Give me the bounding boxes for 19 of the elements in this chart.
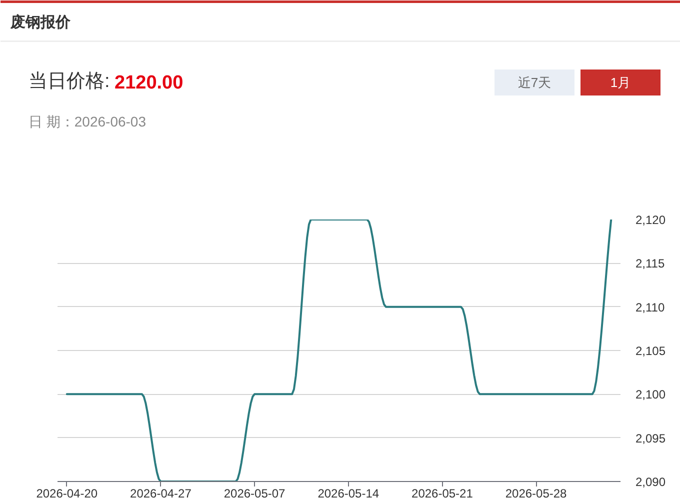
text: 2120.00	[114, 72, 184, 94]
y-tick-label: 2,090	[636, 475, 666, 489]
x-tick-label: 2026-05-28	[505, 486, 568, 500]
y-tick-label: 2,110	[636, 300, 665, 314]
text: 1月	[610, 75, 631, 90]
y-tick-label: 2,120	[636, 213, 666, 227]
text: 当日价格:	[28, 71, 110, 92]
x-tick-label: 2026-05-14	[318, 486, 380, 500]
x-tick-label: 2026-04-20	[36, 486, 98, 500]
y-tick-label: 2,115	[636, 256, 665, 271]
chart-title: 废钢报价	[10, 13, 72, 31]
y-tick-label: 2,095	[636, 431, 666, 446]
text: 近7天	[518, 75, 552, 90]
y-tick-label: 2,105	[636, 344, 666, 358]
x-tick-label: 2026-05-07	[224, 486, 286, 500]
x-tick-label: 2026-05-21	[412, 486, 474, 500]
x-tick-label: 2026-04-27	[130, 486, 192, 500]
y-tick-label: 2,100	[636, 388, 666, 402]
text: 日 期：2026-06-03	[28, 114, 146, 130]
